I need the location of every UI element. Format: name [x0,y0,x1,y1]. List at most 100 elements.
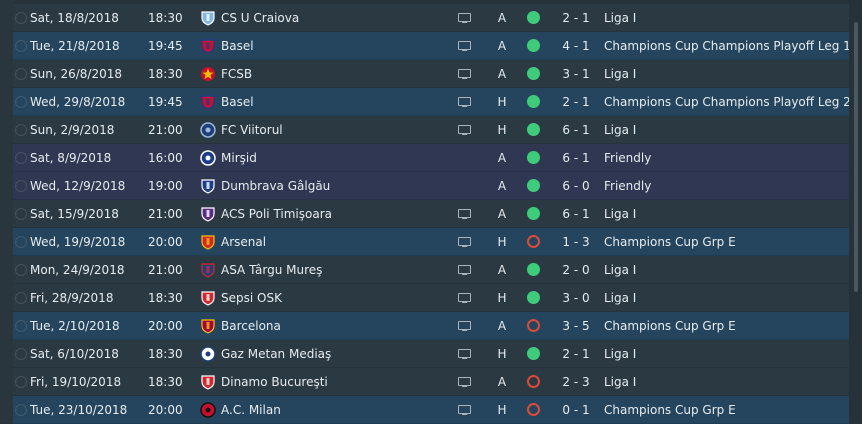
opponent-name[interactable]: Dumbrava Gâlgău [221,179,331,193]
win-result-icon [527,11,540,24]
tv-broadcast-icon [458,97,471,107]
fixture-row[interactable]: Fri, 19/10/2018 18:30 Dinamo Bucureşti A 2 -… [13,368,849,396]
competition-name[interactable]: Liga I [604,291,637,305]
fixture-date: Wed, 19/9/2018 [30,235,126,249]
competition-name[interactable]: Friendly [604,179,652,193]
competition-name[interactable]: Champions Cup Grp E [604,403,736,417]
gaz-metan-crest-icon [200,346,216,362]
competition-name[interactable]: Friendly [604,151,652,165]
competition-name[interactable]: Champions Cup Champions Playoff Leg 2 [604,95,851,109]
dinamo-crest-icon [200,374,216,390]
score[interactable]: 6 - 1 [562,151,590,165]
row-select-circle[interactable] [15,208,27,220]
fixture-row[interactable]: Tue, 2/10/2018 20:00 Barcelona A 3 - 5 Champi… [13,312,849,340]
competition-name[interactable]: Liga I [604,347,637,361]
opponent-name[interactable]: Mirşid [221,151,257,165]
row-select-circle[interactable] [15,96,27,108]
competition-name[interactable]: Champions Cup Champions Playoff Leg 1 [604,39,851,53]
fixture-row[interactable]: Fri, 28/9/2018 18:30 Sepsi OSK H 3 - 0 Liga I [13,284,849,312]
opponent-name[interactable]: Basel [221,39,254,53]
competition-name[interactable]: Liga I [604,263,637,277]
score[interactable]: 6 - 0 [562,179,590,193]
opponent-name[interactable]: Gaz Metan Mediaş [221,347,332,361]
venue: A [497,207,507,221]
venue: H [497,403,507,417]
win-result-icon [527,95,540,108]
fixture-time: 19:45 [148,95,183,109]
basel-crest-icon [200,94,216,110]
competition-name[interactable]: Liga I [604,375,637,389]
fixture-row[interactable]: Sun, 26/8/2018 18:30 FCSB A 3 - 1 Liga I [13,60,849,88]
venue: A [497,179,507,193]
fixture-row[interactable]: Sun, 2/9/2018 21:00 FC Viitorul H 6 - 1 Liga … [13,116,849,144]
fixture-row[interactable]: Sat, 18/8/2018 18:30 CS U Craiova A 2 - 1 Lig… [13,4,849,32]
fixture-row[interactable]: Sat, 6/10/2018 18:30 Gaz Metan Mediaş H 2 - … [13,340,849,368]
opponent-name[interactable]: Arsenal [221,235,267,249]
score[interactable]: 0 - 1 [562,403,590,417]
opponent-name[interactable]: Basel [221,95,254,109]
fixture-row[interactable]: Sat, 15/9/2018 21:00 ACS Poli Timişoara A 6 … [13,200,849,228]
opponent-name[interactable]: FCSB [221,67,253,81]
fixture-date: Sat, 15/9/2018 [30,207,119,221]
competition-name[interactable]: Champions Cup Grp E [604,235,736,249]
score[interactable]: 2 - 1 [562,95,590,109]
fixture-time: 21:00 [148,263,183,277]
milan-crest-icon [200,402,216,418]
opponent-name[interactable]: Sepsi OSK [221,291,282,305]
tv-broadcast-icon [458,293,471,303]
row-select-circle[interactable] [15,404,27,416]
opponent-name[interactable]: Barcelona [221,319,281,333]
competition-name[interactable]: Liga I [604,67,637,81]
row-select-circle[interactable] [15,320,27,332]
fixture-time: 18:30 [148,347,183,361]
tv-broadcast-icon [458,265,471,275]
fixture-time: 18:30 [148,375,183,389]
row-select-circle[interactable] [15,292,27,304]
score[interactable]: 2 - 1 [562,11,590,25]
opponent-name[interactable]: ASA Târgu Mureş [221,263,323,277]
row-select-circle[interactable] [15,348,27,360]
opponent-name[interactable]: A.C. Milan [221,403,281,417]
row-select-circle[interactable] [15,152,27,164]
score[interactable]: 4 - 1 [562,39,590,53]
score[interactable]: 3 - 5 [562,319,590,333]
fixture-row[interactable]: Wed, 12/9/2018 19:00 Dumbrava Gâlgău A 6 - 0… [13,172,849,200]
loss-result-icon [527,319,540,332]
fixture-row[interactable]: Mon, 24/9/2018 21:00 ASA Târgu Mureş A 2 - 0… [13,256,849,284]
venue: H [497,347,507,361]
opponent-name[interactable]: ACS Poli Timişoara [221,207,332,221]
fixture-time: 20:00 [148,403,183,417]
score[interactable]: 1 - 3 [562,235,590,249]
competition-name[interactable]: Liga I [604,207,637,221]
score[interactable]: 3 - 1 [562,67,590,81]
opponent-name[interactable]: CS U Craiova [221,11,300,25]
score[interactable]: 2 - 0 [562,263,590,277]
row-select-circle[interactable] [15,68,27,80]
opponent-name[interactable]: FC Viitorul [221,123,283,137]
score[interactable]: 2 - 1 [562,347,590,361]
row-select-circle[interactable] [15,236,27,248]
row-select-circle[interactable] [15,124,27,136]
row-select-circle[interactable] [15,264,27,276]
competition-name[interactable]: Champions Cup Grp E [604,319,736,333]
score[interactable]: 6 - 1 [562,123,590,137]
fixture-row[interactable]: Tue, 23/10/2018 20:00 A.C. Milan H 0 - 1 Cham… [13,396,849,424]
score[interactable]: 2 - 3 [562,375,590,389]
scrollbar-thumb[interactable] [854,22,858,292]
fixture-row[interactable]: Tue, 21/8/2018 19:45 Basel A 4 - 1 Champions … [13,32,851,60]
opponent-name[interactable]: Dinamo Bucureşti [221,375,328,389]
score[interactable]: 3 - 0 [562,291,590,305]
competition-name[interactable]: Liga I [604,11,637,25]
fixture-row[interactable]: Wed, 19/9/2018 20:00 Arsenal H 1 - 3 Champion… [13,228,849,256]
fixture-row[interactable]: Wed, 29/8/2018 19:45 Basel H 2 - 1 Champions … [13,88,851,116]
competition-name[interactable]: Liga I [604,123,637,137]
row-select-circle[interactable] [15,180,27,192]
arsenal-crest-icon [200,234,216,250]
row-select-circle[interactable] [15,376,27,388]
row-select-circle[interactable] [15,40,27,52]
fixture-date: Wed, 29/8/2018 [30,95,126,109]
score[interactable]: 6 - 1 [562,207,590,221]
fixture-row[interactable]: Sat, 8/9/2018 16:00 Mirşid A 6 - 1 Friendly [13,144,849,172]
scrollbar[interactable] [849,0,862,422]
row-select-circle[interactable] [15,12,27,24]
